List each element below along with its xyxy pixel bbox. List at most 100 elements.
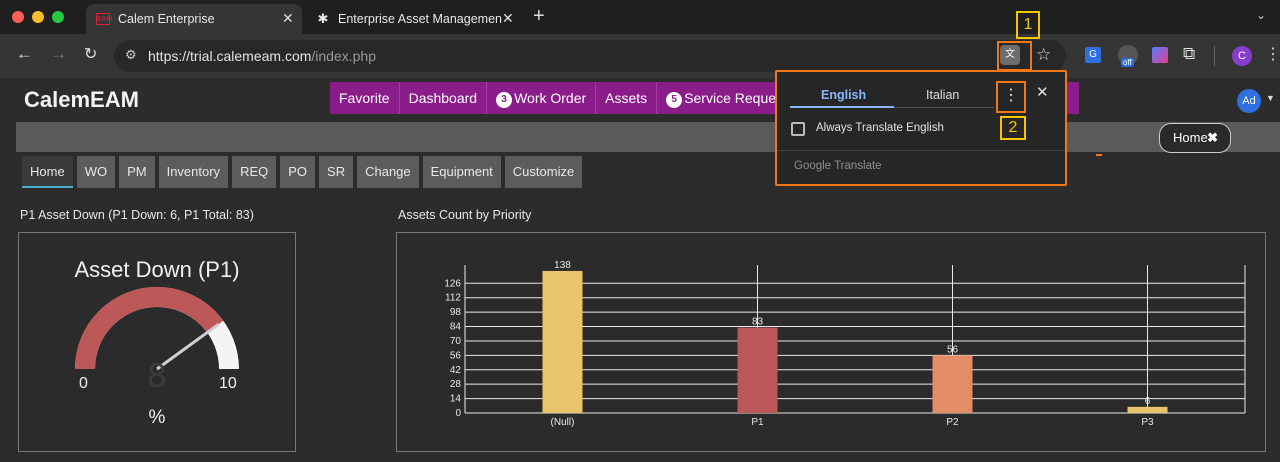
- close-popup-icon[interactable]: ✕: [1036, 84, 1049, 101]
- gauge-svg: [75, 287, 239, 371]
- bar-p2: [932, 355, 973, 413]
- extensions-puzzle-icon[interactable]: ⧉: [1183, 44, 1196, 63]
- google-translate-footer: Google Translate: [794, 160, 882, 172]
- y-tick-label: 112: [445, 293, 461, 304]
- grid-extension-icon[interactable]: [1152, 47, 1168, 63]
- active-language-underline: [790, 106, 894, 108]
- y-tick-label: 70: [450, 336, 462, 347]
- translate-page-icon[interactable]: 文: [1000, 45, 1020, 65]
- extension-off-badge: off: [1121, 58, 1134, 67]
- nav-overflow[interactable]: [1067, 82, 1079, 114]
- translate-extension-icon[interactable]: G: [1085, 47, 1101, 63]
- translate-popup: English Italian ⋮ ✕ Always Translate Eng…: [775, 70, 1067, 186]
- context-bar: [16, 122, 1280, 152]
- always-translate-label[interactable]: Always Translate English: [816, 122, 944, 134]
- minimize-window-dot[interactable]: [32, 11, 44, 23]
- language-divider: [894, 107, 994, 108]
- close-tab-icon[interactable]: ✕: [282, 10, 294, 26]
- bar-p1: [737, 327, 778, 413]
- tab-search-chevron-icon[interactable]: ⌄: [1256, 8, 1267, 22]
- bar-chart-panel: 0 14 28 42 56 70 84 98 112 126 138 (Null) 83 P1 56 P2 6 P…: [396, 232, 1266, 452]
- tab-home[interactable]: Home: [22, 156, 73, 188]
- home-context-pill[interactable]: Home ✖: [1159, 123, 1231, 153]
- gauge-min-label: 0: [79, 375, 88, 392]
- bookmark-star-icon[interactable]: ☆: [1036, 45, 1052, 64]
- y-tick-label: 28: [450, 379, 462, 390]
- maximize-window-dot[interactable]: [52, 11, 64, 23]
- service-request-count-badge: 5: [666, 92, 683, 108]
- x-tick-label: P3: [1141, 417, 1154, 428]
- loading-indicator: [1096, 154, 1102, 156]
- tab-pm[interactable]: PM: [119, 156, 155, 188]
- nav-favorite[interactable]: Favorite: [330, 82, 400, 114]
- tab-req[interactable]: REQ: [232, 156, 277, 188]
- bar-value-label: 138: [554, 260, 571, 271]
- tab-title: Calem Enterprise: [118, 12, 215, 26]
- y-tick-label: 98: [450, 307, 462, 318]
- y-tick-label: 42: [450, 365, 462, 376]
- bar-chart: 0 14 28 42 56 70 84 98 112 126 138 (Null) 83 P1 56 P2 6 P…: [444, 260, 1246, 428]
- y-tick-label: 84: [450, 322, 462, 333]
- tab-wo[interactable]: WO: [76, 156, 116, 188]
- url-text[interactable]: https://trial.calemeam.com/index.php: [148, 48, 376, 64]
- close-window-dot[interactable]: [12, 11, 24, 23]
- module-tabs: Home WO PM Inventory REQ PO SR Change Eq…: [22, 156, 583, 188]
- app-logo[interactable]: CalemEAM: [24, 87, 139, 112]
- address-bar[interactable]: ⚙ https://trial.calemeam.com/index.php 文…: [114, 40, 1066, 72]
- profile-avatar[interactable]: C: [1232, 46, 1252, 66]
- browser-menu-icon[interactable]: ⋮: [1265, 46, 1280, 63]
- y-tick-label: 126: [444, 278, 461, 289]
- gauge-value: 8: [147, 357, 167, 395]
- gauge-max-label: 10: [219, 375, 237, 392]
- y-tick-label: 14: [450, 394, 462, 405]
- translate-options-icon[interactable]: ⋮: [996, 81, 1026, 113]
- back-arrow-icon[interactable]: ←: [16, 44, 33, 63]
- nav-work-order[interactable]: 3 Work Order: [487, 82, 597, 114]
- gauge-title: Asset Down (P1): [74, 257, 240, 282]
- gauge-needle: [156, 323, 220, 371]
- reload-icon[interactable]: ↻: [84, 46, 98, 63]
- chart-title: Assets Count by Priority: [398, 208, 532, 222]
- x-tick-label: (Null): [551, 417, 575, 428]
- gauge-panel: Asset Down (P1) 8 0 10 %: [18, 232, 296, 452]
- bar-value-label: 6: [1145, 396, 1151, 407]
- tab-sr[interactable]: SR: [319, 156, 354, 188]
- tab-source-language[interactable]: English: [821, 88, 867, 102]
- toolbar-divider: [1214, 46, 1215, 66]
- site-settings-icon[interactable]: ⚙: [125, 47, 137, 62]
- tab-title: Enterprise Asset Managemen: [338, 12, 502, 26]
- browser-tab-strip: EAM Calem Enterprise ✕ ✱ Enterprise Asse…: [0, 0, 1280, 34]
- close-pill-icon[interactable]: ✖: [1207, 130, 1218, 145]
- forward-arrow-icon[interactable]: →: [50, 44, 67, 63]
- nav-dashboard[interactable]: Dashboard: [400, 82, 488, 114]
- joomla-icon: ✱: [317, 11, 329, 26]
- calem-app: CalemEAM Favorite Dashboard 3 Work Order …: [0, 78, 1280, 462]
- gauge-fill: [75, 287, 224, 370]
- tab-customize[interactable]: Customize: [504, 156, 583, 188]
- y-tick-label: 0: [455, 408, 461, 419]
- user-avatar[interactable]: Ad: [1237, 89, 1261, 113]
- tab-po[interactable]: PO: [280, 156, 316, 188]
- x-tick-label: P2: [946, 417, 959, 428]
- browser-tab-enterprise[interactable]: ✱ Enterprise Asset Managemen ✕: [306, 4, 520, 34]
- translate-icon-highlight: [997, 41, 1032, 71]
- always-translate-checkbox[interactable]: [791, 122, 805, 136]
- new-tab-button[interactable]: +: [533, 5, 545, 27]
- close-tab-icon[interactable]: ✕: [502, 10, 514, 26]
- bar-value-label: 56: [947, 344, 959, 355]
- tab-equipment[interactable]: Equipment: [422, 156, 501, 188]
- bar-value-label: 83: [752, 317, 764, 328]
- gauge-unit: %: [148, 407, 166, 428]
- tab-change[interactable]: Change: [357, 156, 419, 188]
- popup-divider: [777, 150, 1065, 151]
- gauge-panel-title: P1 Asset Down (P1 Down: 6, P1 Total: 83): [20, 208, 254, 222]
- nav-assets[interactable]: Assets: [596, 82, 658, 114]
- browser-tab-calem[interactable]: EAM Calem Enterprise ✕: [86, 4, 302, 34]
- user-menu-caret-icon[interactable]: ▼: [1266, 93, 1275, 103]
- y-tick-label: 56: [450, 350, 462, 361]
- tab-inventory[interactable]: Inventory: [158, 156, 229, 188]
- x-tick-label: P1: [751, 417, 764, 428]
- annotation-2: 2: [1000, 116, 1026, 140]
- tab-target-language[interactable]: Italian: [926, 88, 960, 102]
